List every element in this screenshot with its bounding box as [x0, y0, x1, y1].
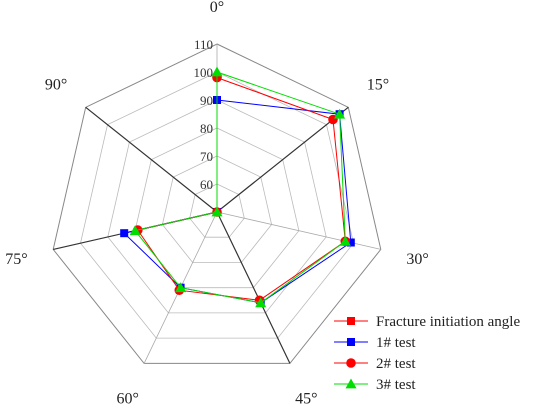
radial-tick-label: 80	[200, 121, 213, 136]
axis-spoke	[85, 106, 218, 213]
series-line	[123, 99, 352, 304]
data-point	[334, 108, 346, 119]
angle-label: 75°	[5, 251, 27, 268]
grid-ring	[189, 183, 245, 238]
legend-label: 1# test	[376, 335, 416, 351]
radial-tick-label: 100	[194, 65, 214, 80]
radial-tick-label: 60	[200, 177, 213, 192]
angle-labels: 0° 15° 30° 45° 60° 75° 90°	[5, 0, 429, 407]
series-3	[133, 72, 351, 306]
legend-marker	[347, 317, 355, 325]
angle-label: 15°	[367, 77, 389, 94]
legend-label: 2# test	[376, 356, 416, 372]
series-2	[120, 96, 355, 307]
data-point	[346, 238, 355, 247]
data-point	[129, 225, 141, 236]
radial-tick-label: 110	[194, 37, 213, 52]
axis-spoke	[216, 211, 291, 364]
angle-label: 45°	[295, 390, 317, 407]
data-point	[175, 282, 187, 293]
series-line	[134, 71, 346, 304]
angle-label: 90°	[45, 77, 67, 94]
series-4	[129, 66, 351, 308]
angle-label: 0°	[210, 0, 224, 16]
grid-ring	[80, 71, 354, 339]
grid-ring	[134, 127, 300, 289]
radar-grid	[52, 43, 382, 364]
legend-marker	[346, 358, 356, 368]
angle-label: 30°	[406, 251, 428, 268]
grid-ring	[161, 155, 273, 263]
axis-spoke	[216, 211, 381, 250]
grid-ring	[107, 99, 327, 314]
grid-ring	[52, 43, 382, 364]
data-point	[211, 206, 223, 217]
axis-spoke	[216, 106, 349, 213]
data-point	[211, 66, 223, 77]
angle-label: 60°	[116, 390, 138, 407]
radial-tick-label: 90	[200, 93, 213, 108]
data-point	[255, 297, 267, 308]
legend-label: Fracture initiation angle	[376, 314, 520, 330]
legend-marker	[347, 338, 355, 346]
data-point	[339, 235, 351, 246]
radial-tick-label: 70	[200, 149, 213, 164]
data-point	[120, 229, 129, 238]
legend-marker	[345, 378, 357, 389]
legend-label: 3# test	[376, 377, 416, 393]
radial-tick-labels: 60 70 80 90 100 110	[194, 37, 214, 192]
series-layer	[120, 66, 355, 308]
legend: Fracture initiation angle 1# test 2# test 3…	[334, 314, 520, 393]
